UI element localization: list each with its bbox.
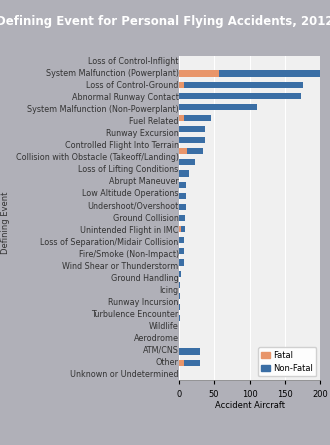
Text: Runway Incursion: Runway Incursion bbox=[108, 298, 179, 307]
Bar bbox=[179, 159, 195, 166]
Bar bbox=[179, 137, 205, 143]
Bar bbox=[179, 81, 184, 88]
Text: Turbulence Encounter: Turbulence Encounter bbox=[91, 310, 179, 319]
Text: Collision with Obstacle (Takeoff/Landing): Collision with Obstacle (Takeoff/Landing… bbox=[16, 154, 179, 162]
Bar bbox=[179, 115, 183, 121]
Bar bbox=[179, 248, 184, 255]
Text: Low Altitude Operations: Low Altitude Operations bbox=[82, 190, 179, 198]
Text: Ground Collision: Ground Collision bbox=[113, 214, 179, 222]
Bar bbox=[179, 304, 180, 310]
Text: Controlled Flight Into Terrain: Controlled Flight Into Terrain bbox=[65, 142, 179, 150]
Bar bbox=[179, 104, 257, 110]
Bar bbox=[183, 115, 211, 121]
Bar bbox=[179, 204, 186, 210]
X-axis label: Accident Aircraft: Accident Aircraft bbox=[214, 401, 284, 410]
Bar bbox=[179, 93, 301, 99]
Text: Loss of Lifting Conditions: Loss of Lifting Conditions bbox=[79, 166, 179, 174]
Legend: Fatal, Non-Fatal: Fatal, Non-Fatal bbox=[258, 348, 316, 376]
Bar bbox=[219, 70, 320, 77]
Bar bbox=[179, 315, 180, 321]
Bar bbox=[179, 360, 184, 366]
Bar bbox=[179, 237, 184, 243]
Bar bbox=[182, 226, 185, 232]
Bar bbox=[179, 348, 200, 355]
Text: Runway Excursion: Runway Excursion bbox=[106, 129, 179, 138]
Text: Loss of Separation/Midair Collision: Loss of Separation/Midair Collision bbox=[40, 238, 179, 247]
Bar bbox=[179, 293, 180, 299]
Text: Fuel Related: Fuel Related bbox=[129, 117, 179, 126]
Text: System Malfunction (Powerplant): System Malfunction (Powerplant) bbox=[46, 69, 179, 78]
Text: Abrupt Maneuver: Abrupt Maneuver bbox=[109, 178, 179, 186]
Bar bbox=[184, 360, 200, 366]
Bar bbox=[179, 282, 180, 288]
Bar bbox=[179, 215, 185, 221]
Text: Undershoot/Overshoot: Undershoot/Overshoot bbox=[87, 202, 179, 210]
Bar bbox=[179, 170, 188, 177]
Text: Ground Handling: Ground Handling bbox=[111, 274, 179, 283]
Text: Aerodrome: Aerodrome bbox=[134, 334, 179, 343]
Text: Loss of Control-Ground: Loss of Control-Ground bbox=[86, 81, 179, 90]
Text: Icing: Icing bbox=[159, 286, 179, 295]
Bar bbox=[179, 70, 219, 77]
Text: ATM/CNS: ATM/CNS bbox=[143, 346, 179, 355]
Bar bbox=[179, 126, 205, 132]
Bar bbox=[179, 326, 180, 332]
Text: Fire/Smoke (Non-Impact): Fire/Smoke (Non-Impact) bbox=[79, 250, 179, 259]
Bar bbox=[179, 337, 180, 344]
Text: Other: Other bbox=[156, 358, 179, 367]
Text: Unknown or Undetermined: Unknown or Undetermined bbox=[70, 370, 179, 379]
Bar bbox=[179, 182, 186, 188]
Bar bbox=[179, 193, 186, 199]
Text: Defining Event: Defining Event bbox=[1, 191, 11, 254]
Text: Unintended Flight in IMC: Unintended Flight in IMC bbox=[80, 226, 179, 235]
Bar bbox=[179, 259, 184, 266]
Text: Wildlife: Wildlife bbox=[149, 322, 179, 331]
Bar bbox=[179, 271, 182, 277]
Text: Defining Event for Personal Flying Accidents, 2012: Defining Event for Personal Flying Accid… bbox=[0, 15, 330, 28]
Text: System Malfunction (Non-Powerplant): System Malfunction (Non-Powerplant) bbox=[27, 105, 179, 114]
Text: Loss of Control-Inflight: Loss of Control-Inflight bbox=[88, 57, 179, 66]
Bar bbox=[187, 148, 203, 154]
Bar bbox=[184, 81, 304, 88]
Text: Abnormal Runway Contact: Abnormal Runway Contact bbox=[72, 93, 179, 102]
Bar bbox=[179, 226, 182, 232]
Bar bbox=[179, 148, 187, 154]
Text: Wind Shear or Thunderstorm: Wind Shear or Thunderstorm bbox=[62, 262, 179, 271]
